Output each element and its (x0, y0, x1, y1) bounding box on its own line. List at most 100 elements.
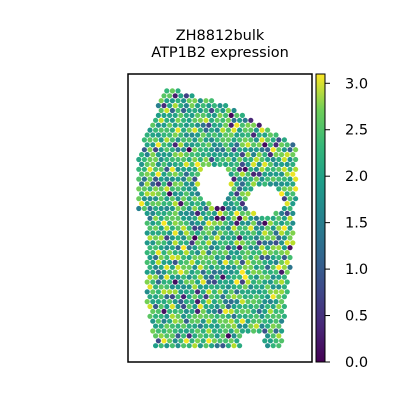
expression-spot (211, 269, 217, 275)
expression-spot (167, 240, 173, 246)
expression-spot (267, 171, 273, 177)
expression-spot (225, 107, 231, 114)
expression-spot (273, 328, 279, 334)
expression-spot (245, 259, 251, 265)
colorbar-tick-label: 1.0 (345, 262, 368, 278)
expression-spot (239, 171, 245, 177)
expression-spot (139, 171, 145, 177)
expression-spot (155, 328, 161, 334)
expression-spot (186, 254, 192, 261)
expression-spot (220, 313, 226, 319)
expression-spot (195, 338, 201, 344)
expression-spot (150, 240, 156, 246)
expression-spot (225, 274, 231, 280)
expression-spot (217, 132, 223, 138)
expression-spot (155, 240, 161, 246)
expression-spot (228, 299, 234, 305)
expression-spot (281, 215, 287, 221)
expression-spot (234, 230, 240, 236)
expression-spot (256, 289, 262, 295)
expression-spot (178, 181, 184, 187)
expression-spot (248, 225, 254, 231)
expression-spot (155, 338, 161, 344)
expression-spot (251, 210, 257, 216)
expression-spot (167, 201, 173, 207)
expression-spot (237, 156, 243, 163)
expression-spot (175, 98, 181, 104)
expression-spot (253, 166, 259, 172)
expression-spot (231, 254, 237, 261)
expression-spot (158, 127, 164, 133)
expression-spot (189, 171, 195, 177)
expression-spot (214, 156, 220, 163)
expression-spot (248, 245, 254, 251)
expression-spot (265, 303, 271, 310)
expression-spot (197, 264, 203, 270)
expression-spot (175, 196, 181, 202)
expression-spot (281, 156, 287, 163)
expression-spot (206, 201, 212, 207)
expression-spot (203, 156, 209, 163)
expression-spot (186, 215, 192, 221)
expression-spot (153, 225, 159, 231)
expression-spot (200, 289, 206, 295)
expression-spot (161, 338, 167, 344)
expression-spot (281, 176, 287, 182)
expression-spot (186, 98, 192, 104)
expression-spot (203, 343, 209, 349)
expression-spot (256, 279, 262, 285)
expression-spot (217, 240, 223, 246)
expression-spot (147, 196, 153, 202)
expression-spot (293, 156, 299, 163)
expression-spot (248, 117, 254, 123)
expression-spot (195, 191, 201, 197)
expression-spot (175, 215, 181, 221)
expression-spot (237, 245, 243, 251)
expression-spot (211, 220, 217, 226)
expression-spot (189, 210, 195, 216)
expression-spot (189, 289, 195, 295)
expression-spot (265, 225, 271, 231)
expression-spot (237, 196, 243, 202)
expression-spot (155, 191, 161, 197)
expression-spot (147, 205, 153, 212)
expression-spot (169, 196, 175, 202)
expression-spot (144, 230, 150, 236)
expression-spot (197, 205, 203, 212)
expression-spot (141, 186, 147, 192)
expression-spot (200, 142, 206, 148)
expression-spot (234, 171, 240, 177)
expression-spot (237, 137, 243, 143)
expression-spot (155, 299, 161, 305)
expression-spot (214, 137, 220, 143)
expression-spot (175, 225, 181, 231)
expression-spot (279, 289, 285, 295)
expression-spot (220, 156, 226, 163)
expression-spot (265, 323, 271, 329)
expression-spot (276, 225, 282, 231)
expression-spot (186, 303, 192, 310)
expression-spot (186, 176, 192, 182)
expression-spot (228, 152, 234, 158)
expression-spot (153, 343, 159, 349)
expression-spot (256, 142, 262, 148)
expression-spot (203, 284, 209, 290)
expression-spot (178, 269, 184, 275)
expression-spot (251, 269, 257, 275)
expression-spot (183, 191, 189, 197)
expression-spot (172, 338, 178, 344)
expression-spot (234, 142, 240, 148)
expression-spot (164, 235, 170, 241)
expression-spot (259, 225, 265, 231)
expression-spot (270, 343, 276, 349)
expression-spot (150, 161, 156, 167)
expression-spot (169, 254, 175, 261)
expression-spot (169, 107, 175, 114)
expression-spot (161, 142, 167, 148)
expression-spot (161, 250, 167, 256)
expression-spot (139, 191, 145, 197)
expression-spot (273, 152, 279, 158)
expression-spot (172, 318, 178, 324)
expression-spot (245, 279, 251, 285)
expression-spot (172, 103, 178, 109)
